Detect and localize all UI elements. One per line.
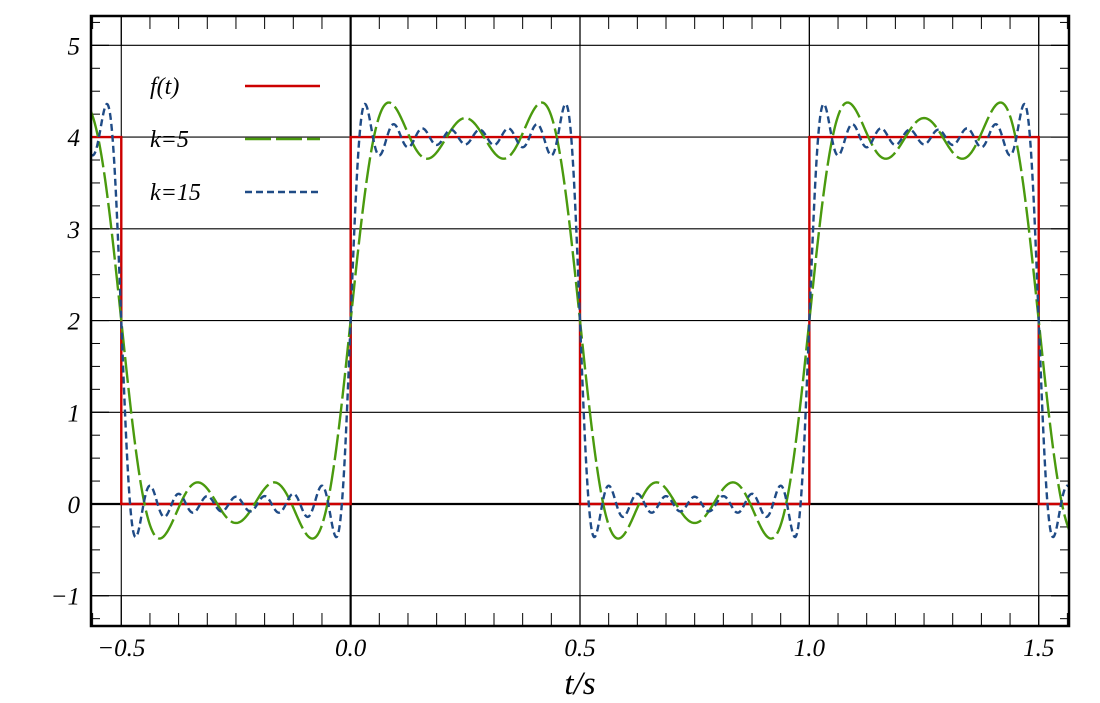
legend: f(t) k=5 k=15 xyxy=(150,74,320,206)
y-tick-label: −1 xyxy=(51,584,80,611)
y-tick-label: 2 xyxy=(68,309,81,336)
x-tick-label: 0.0 xyxy=(335,635,367,662)
plot-frame xyxy=(89,14,1071,628)
series-lines xyxy=(91,101,1069,540)
y-tick-label: 0 xyxy=(68,492,81,519)
y-tick-label: 4 xyxy=(68,125,81,152)
y-tick-label: 1 xyxy=(68,400,81,427)
y-tick-label: 3 xyxy=(67,217,81,244)
x-tick-label: 1.5 xyxy=(1023,635,1054,662)
x-tick-label: −0.5 xyxy=(97,635,145,662)
x-tick-label: 0.5 xyxy=(564,635,595,662)
legend-label: f(t) xyxy=(150,74,179,100)
x-tick-labels: −0.5 0.0 0.5 1.0 1.5 xyxy=(97,635,1054,662)
y-tick-label: 5 xyxy=(68,33,81,60)
series-k-15-line xyxy=(91,102,1069,539)
x-tick-label: 1.0 xyxy=(794,635,826,662)
legend-label: k=5 xyxy=(150,127,189,153)
x-axis-title: t/s xyxy=(564,666,595,702)
legend-label: k=15 xyxy=(150,180,201,206)
y-tick-labels: −1 0 1 2 3 4 5 xyxy=(51,33,81,610)
